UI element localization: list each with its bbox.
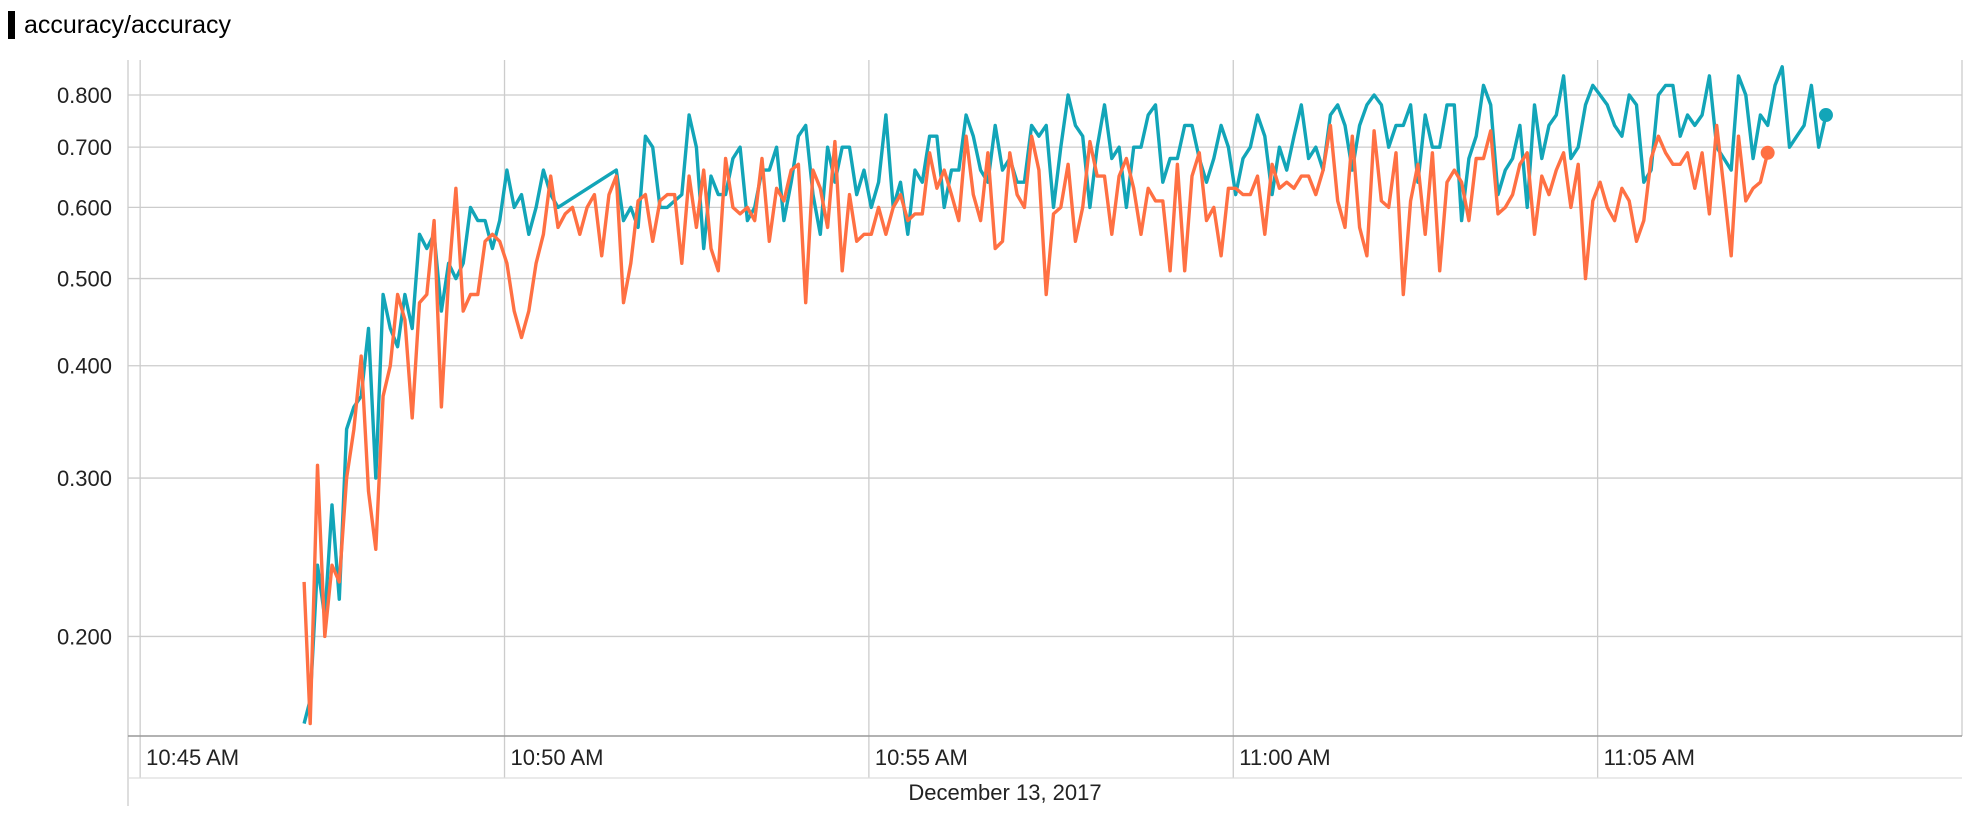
y-tick-label: 0.800	[57, 83, 112, 108]
y-tick-label: 0.200	[57, 624, 112, 649]
chart-title: accuracy/accuracy	[24, 10, 232, 39]
title-marker	[8, 11, 15, 39]
grid	[127, 60, 1963, 806]
x-date-label: December 13, 2017	[908, 780, 1101, 805]
axes: 0.200 0.300 0.400 0.500 0.600 0.700 0.800 10:45…	[57, 83, 1695, 805]
y-tick-label: 0.700	[57, 135, 112, 160]
y-tick-label: 0.500	[57, 267, 112, 292]
y-tick-label: 0.400	[57, 354, 112, 379]
y-tick-label: 0.300	[57, 466, 112, 491]
series-lines	[302, 65, 1833, 726]
series-end-marker-1	[1818, 108, 1833, 123]
x-tick-label: 11:00 AM	[1239, 745, 1330, 770]
y-tick-label: 0.600	[57, 195, 112, 220]
series-end-marker-2	[1760, 145, 1775, 160]
x-tick-label: 10:55 AM	[875, 745, 968, 770]
x-tick-label: 10:50 AM	[511, 745, 604, 770]
x-tick-label: 11:05 AM	[1604, 745, 1695, 770]
series-line-2	[302, 123, 1770, 726]
x-tick-label: 10:45 AM	[146, 745, 239, 770]
chart-title-row: accuracy/accuracy	[8, 10, 231, 40]
